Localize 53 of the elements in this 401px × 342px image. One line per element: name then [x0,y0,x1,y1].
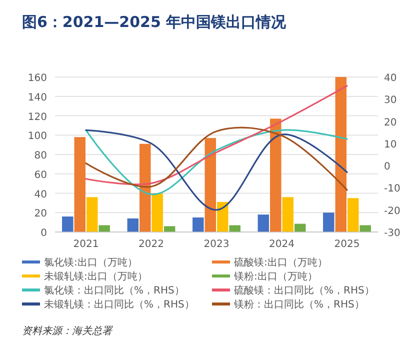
bar [164,226,176,232]
bar [270,118,282,232]
bar [140,144,151,232]
y-tick-label: 140 [28,92,47,104]
y-tick-label: 40 [34,189,47,200]
y2-tick-label: 20 [384,117,397,128]
y2-tick-label: 0 [384,162,390,173]
line-series [85,85,348,186]
bar [127,218,139,232]
bar [86,197,98,232]
x-tick-label: 2022 [138,239,164,250]
y-tick-label: 20 [34,208,47,220]
y2-tick-label: 10 [384,139,397,150]
legend-label: 氯化镁:出口（万吨） [44,256,138,268]
bar [74,137,86,232]
y-tick-label: 120 [28,112,47,123]
legend-label: 未锻轧镁：出口同比（%，RHS） [44,298,194,310]
bar [192,217,204,232]
chart-title: 图6：2021—2025 年中国镁出口情况 [22,13,288,31]
x-tick-label: 2021 [73,239,99,250]
bar [335,77,347,232]
bar [62,216,74,232]
x-tick-label: 2025 [334,239,360,250]
y2-tick-label: -10 [384,184,400,195]
bar [98,225,110,232]
legend-label: 未锻轧镁:出口（万吨） [44,270,148,282]
y-tick-label: 80 [34,150,47,162]
bar [323,212,334,232]
bar [282,197,294,232]
x-tick-label: 2024 [269,239,294,250]
bar [217,202,228,232]
y2-tick-label: -30 [384,228,400,239]
y2-tick-label: -20 [384,206,400,217]
legend-label: 镁粉:出口（万吨） [233,270,318,282]
y-tick-label: 160 [28,73,47,84]
y-tick-label: 0 [40,228,47,239]
line-series [85,129,348,211]
legend-label: 硫酸镁:出口（万吨） [234,256,328,268]
y2-tick-label: 40 [384,73,397,84]
legend-label: 镁粉：出口同比（%，RHS） [233,298,364,310]
y2-tick-label: 30 [384,95,397,106]
legend-label: 氯化镁：出口同比（%，RHS） [44,284,184,296]
y-tick-label: 100 [28,131,47,142]
legend-label: 硫酸镁：出口同比（%，RHS） [234,284,374,296]
text: 资料来源：海关总署 [22,325,113,337]
bar [258,214,270,232]
bar [204,138,216,232]
bar [152,193,163,232]
x-tick-label: 2023 [204,239,230,250]
bar [360,225,371,232]
bar [348,198,359,232]
bar [229,225,240,232]
y-tick-label: 60 [34,170,47,181]
